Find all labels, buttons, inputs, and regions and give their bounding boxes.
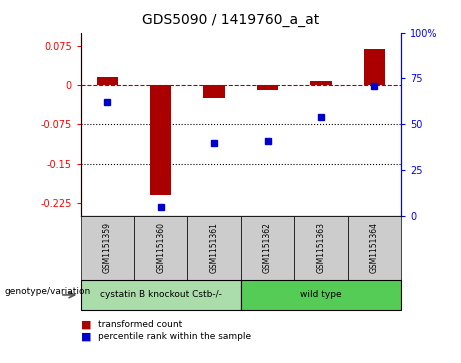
Text: ■: ■ (81, 331, 91, 342)
Bar (150, 85, 171, 195)
Text: GDS5090 / 1419760_a_at: GDS5090 / 1419760_a_at (142, 13, 319, 27)
Text: ■: ■ (81, 320, 91, 330)
Text: GSM1151361: GSM1151361 (210, 222, 219, 273)
Text: percentile rank within the sample: percentile rank within the sample (98, 332, 251, 341)
Text: GSM1151364: GSM1151364 (370, 222, 379, 273)
Text: genotype/variation: genotype/variation (5, 287, 91, 296)
Text: transformed count: transformed count (98, 321, 183, 329)
Bar (203, 85, 225, 98)
Bar (97, 77, 118, 85)
Text: wild type: wild type (300, 290, 342, 299)
Bar (257, 85, 278, 90)
Text: GSM1151360: GSM1151360 (156, 222, 165, 273)
Text: cystatin B knockout Cstb-/-: cystatin B knockout Cstb-/- (100, 290, 222, 299)
Text: GSM1151362: GSM1151362 (263, 222, 272, 273)
Text: GSM1151359: GSM1151359 (103, 222, 112, 273)
Bar (310, 81, 331, 85)
Text: GSM1151363: GSM1151363 (316, 222, 325, 273)
Bar (364, 49, 385, 85)
